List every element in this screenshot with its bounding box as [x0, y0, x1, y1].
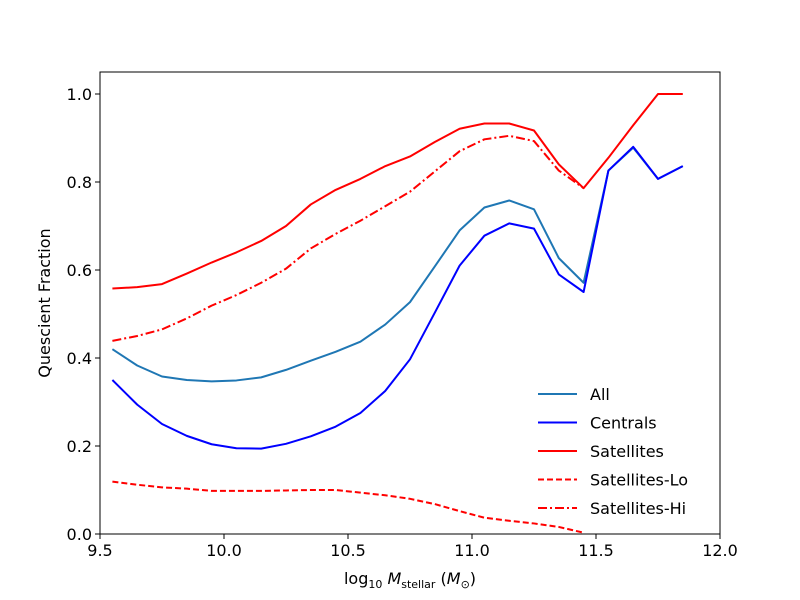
y-tick-label: 0.8 [67, 173, 92, 192]
legend-label: All [590, 385, 610, 404]
series-line-satellites-hi [112, 134, 585, 342]
x-tick-label: 11.0 [454, 541, 490, 560]
x-tick-label: 11.5 [578, 541, 614, 560]
legend-label: Satellites [590, 442, 664, 461]
axes-frame [99, 71, 721, 535]
x-tick-label: 9.5 [87, 541, 112, 560]
x-tick-label: 10.5 [330, 541, 366, 560]
series-line-satellites-lo [112, 480, 584, 534]
x-axis-label: log10 Mstellar (M⊙) [344, 569, 476, 591]
y-tick-label: 0.4 [67, 349, 92, 368]
axis-ticks: 9.5 10.0 10.5 11.0 11.5 12.0 0.0 0.2 0.4 0.6 0.8 1.… [67, 85, 738, 560]
x-tick-label: 10.0 [206, 541, 242, 560]
legend-label: Satellites-Hi [590, 499, 686, 518]
y-tick-label: 0.6 [67, 261, 92, 280]
series-line-centrals [111, 145, 684, 450]
y-tick-label: 0.0 [67, 525, 92, 544]
legend: All Centrals Satellites Satellites-Lo Satell… [538, 385, 688, 518]
series-line-satellites [112, 93, 683, 290]
series-line-all [111, 146, 684, 383]
x-tick-label: 12.0 [702, 541, 738, 560]
y-axis-label: Quescient Fraction [35, 228, 54, 377]
legend-label: Satellites-Lo [590, 471, 688, 490]
y-tick-label: 0.2 [67, 437, 92, 456]
y-tick-label: 1.0 [67, 85, 92, 104]
legend-label: Centrals [590, 414, 657, 433]
plot-area [111, 93, 684, 534]
